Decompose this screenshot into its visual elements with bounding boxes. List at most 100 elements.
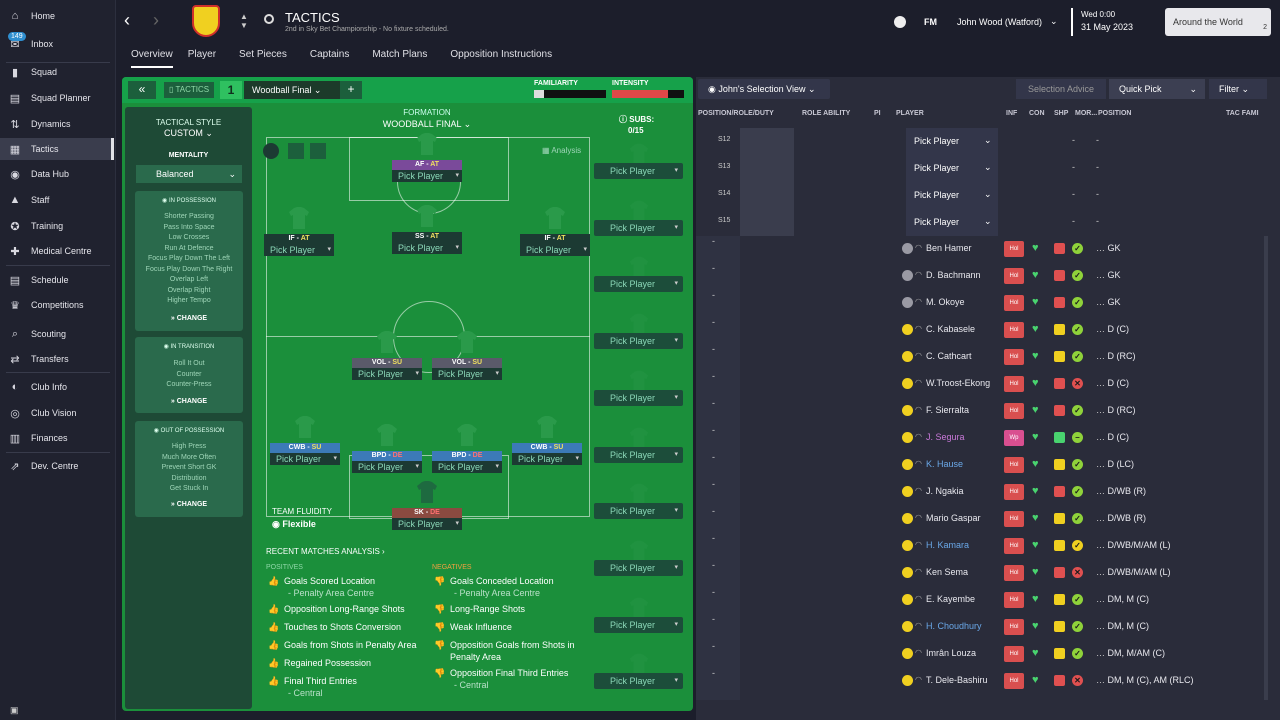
recent-matches-analysis-link[interactable]: RECENT MATCHES ANALYSIS › <box>266 547 385 556</box>
player-shirt-icon[interactable] <box>288 206 310 230</box>
tab-captains[interactable]: Captains <box>309 49 350 60</box>
pick-player-select[interactable]: Pick Player <box>392 242 462 254</box>
pick-player-select[interactable] <box>906 155 998 182</box>
analysis-item[interactable]: Goals Conceded Location <box>450 576 554 586</box>
role-slot-cwb[interactable]: CWB - SU Pick Player <box>512 443 582 467</box>
pick-player-select[interactable]: Pick Player <box>352 461 422 473</box>
analysis-item[interactable]: Long-Range Shots <box>450 604 526 614</box>
role-slot-sk[interactable]: SK - DE Pick Player <box>392 508 462 532</box>
pick-player-select[interactable]: Pick Player <box>392 518 462 530</box>
sub-slot-select[interactable]: Pick Player <box>594 333 683 350</box>
collapse-button[interactable]: « <box>128 81 156 99</box>
player-name[interactable]: J. Segura <box>926 432 965 442</box>
player-row[interactable]: - ◠ H. Kamara Hol ♥ ✓ … D/WB/M/AM (L) <box>696 533 1264 560</box>
player-row[interactable]: - ◠ C. Cathcart Hol ♥ ✓ … D (RC) <box>696 344 1264 371</box>
continue-button[interactable]: Around the World 2 <box>1165 8 1271 36</box>
pick-player-select[interactable]: Pick Player <box>352 368 422 380</box>
sub-slot-select[interactable]: Pick Player <box>594 673 683 690</box>
player-row[interactable]: - ◠ J. Ngakia Hol ♥ ✓ … D/WB (R) <box>696 479 1264 506</box>
pick-player-select[interactable] <box>906 209 998 236</box>
column-header[interactable]: CON <box>1029 110 1045 117</box>
player-name[interactable]: F. Sierralta <box>926 405 970 415</box>
sidebar-item-medical-centre[interactable]: ✚ Medical Centre <box>0 240 114 262</box>
stats-icon[interactable] <box>288 143 304 159</box>
pick-player-select[interactable] <box>906 182 998 209</box>
analysis-item[interactable]: Opposition Goals from Shots in Penalty A… <box>450 640 575 662</box>
role-slot-vol[interactable]: VOL - SU Pick Player <box>432 358 502 382</box>
sidebar-item-data-hub[interactable]: ◉ Data Hub <box>0 163 114 185</box>
search-icon[interactable] <box>264 14 274 24</box>
player-shirt-icon[interactable] <box>376 330 398 354</box>
selection-advice-button[interactable]: Selection Advice <box>1016 79 1106 99</box>
pick-player-select[interactable]: Pick Player <box>264 244 334 256</box>
player-row[interactable]: - ◠ E. Kayembe Hol ♥ ✓ … DM, M (C) <box>696 587 1264 614</box>
in-possession-change-button[interactable]: » CHANGE <box>170 315 208 322</box>
tab-opposition-instructions[interactable]: Opposition Instructions <box>450 49 553 60</box>
sub-slot-select[interactable]: Pick Player <box>594 616 683 633</box>
tab-player[interactable]: Player <box>187 49 217 60</box>
player-row[interactable]: - ◠ Ben Hamer Hol ♥ ✓ … GK <box>696 236 1264 263</box>
analysis-item[interactable]: Regained Possession <box>284 658 372 668</box>
sidebar-item-scouting[interactable]: ⌕ Scouting <box>0 323 114 345</box>
scrollbar[interactable] <box>1264 236 1268 700</box>
switch-club-icon[interactable]: ▲ ▼ <box>240 12 248 30</box>
sub-slot-select[interactable]: Pick Player <box>594 219 683 236</box>
player-name[interactable]: Ken Sema <box>926 567 969 577</box>
column-header[interactable]: ROLE ABILITY <box>802 110 851 117</box>
chevron-down-icon[interactable]: ⌄ <box>1050 16 1058 26</box>
pick-player-select[interactable]: Pick Player <box>432 461 502 473</box>
pick-player-select[interactable]: Pick Player <box>392 170 462 182</box>
sidebar-item-squad-planner[interactable]: ▤ Squad Planner <box>0 87 114 109</box>
sub-slot-select[interactable]: Pick Player <box>594 276 683 293</box>
player-name[interactable]: C. Cathcart <box>926 351 972 361</box>
player-row[interactable]: - ◠ M. Okoye Hol ♥ ✓ … GK <box>696 290 1264 317</box>
sidebar-item-staff[interactable]: ▲ Staff <box>0 189 114 211</box>
tab-match-plans[interactable]: Match Plans <box>372 49 428 60</box>
tactic-slot[interactable]: 1 <box>220 81 242 99</box>
sidebar-item-squad[interactable]: ▮ Squad <box>0 61 114 83</box>
sidebar-item-tactics[interactable]: ▦ Tactics <box>0 138 114 160</box>
view-select[interactable]: ◉ John's Selection View ⌄ <box>698 79 830 99</box>
sidebar-item-home[interactable]: ⌂ Home <box>0 5 114 27</box>
sub-slot-select[interactable]: Pick Player <box>594 446 683 463</box>
column-header[interactable]: POSITION <box>1098 110 1132 117</box>
formation-select[interactable]: WOODBALL FINAL ⌄ <box>382 119 472 129</box>
player-row[interactable]: - ◠ K. Hause Hol ♥ ✓ … D (LC) <box>696 452 1264 479</box>
player-shirt-icon[interactable] <box>544 206 566 230</box>
analysis-button[interactable]: ▦ Analysis <box>542 146 582 155</box>
clipboard-icon[interactable] <box>310 143 326 159</box>
sidebar-item-schedule[interactable]: ▤ Schedule <box>0 269 114 291</box>
out-of-possession-change-button[interactable]: » CHANGE <box>170 501 208 508</box>
add-tactic-button[interactable]: + <box>340 81 362 99</box>
analysis-item[interactable]: Goals from Shots in Penalty Area <box>284 640 417 650</box>
player-name[interactable]: E. Kayembe <box>926 594 976 604</box>
tab-set-pieces[interactable]: Set Pieces <box>239 49 287 60</box>
role-slot-ss[interactable]: SS - AT Pick Player <box>392 232 462 256</box>
player-row[interactable]: - ◠ F. Sierralta Hol ♥ ✓ … D (RC) <box>696 398 1264 425</box>
analysis-item[interactable]: Final Third Entries <box>284 676 357 686</box>
column-header[interactable]: PLAYER <box>896 110 924 117</box>
mentality-select[interactable]: Balanced ⌄ <box>136 165 242 183</box>
forward-icon[interactable]: › <box>153 10 159 30</box>
role-slot-vol[interactable]: VOL - SU Pick Player <box>352 358 422 382</box>
player-name[interactable]: Ben Hamer <box>926 243 972 253</box>
player-row[interactable]: - ◠ T. Dele-Bashiru Hol ♥ ✕ … DM, M (C), AM (R… <box>696 668 1264 695</box>
out-of-possession-box[interactable] <box>135 421 243 517</box>
sidebar-item-competitions[interactable]: ♛ Competitions <box>0 294 114 316</box>
player-row[interactable]: - ◠ Mario Gaspar Hol ♥ ✓ … D/WB (R) <box>696 506 1264 533</box>
sub-slot-select[interactable]: Pick Player <box>594 503 683 520</box>
column-header[interactable]: SHP <box>1054 110 1069 117</box>
pick-player-select[interactable] <box>906 128 998 155</box>
player-row[interactable]: - ◠ J. Segura Wp ♥ – … D (C) <box>696 425 1264 452</box>
sub-slot-select[interactable]: Pick Player <box>594 389 683 406</box>
player-row[interactable]: - ◠ C. Kabasele Hol ♥ ✓ … D (C) <box>696 317 1264 344</box>
role-slot-af[interactable]: AF - AT Pick Player <box>392 160 462 184</box>
sidebar-item-finances[interactable]: ▥ Finances <box>0 427 114 449</box>
pick-player-select[interactable]: Pick Player <box>270 453 340 465</box>
player-shirt-icon[interactable] <box>376 423 398 447</box>
analysis-item[interactable]: Goals Scored Location <box>284 576 376 586</box>
player-row[interactable]: - ◠ H. Choudhury Hol ♥ ✓ … DM, M (C) <box>696 614 1264 641</box>
column-header[interactable]: INF <box>1006 110 1018 117</box>
sidebar-item-dev-centre[interactable]: ⇗ Dev. Centre <box>0 455 114 477</box>
player-name[interactable]: T. Dele-Bashiru <box>926 675 988 685</box>
